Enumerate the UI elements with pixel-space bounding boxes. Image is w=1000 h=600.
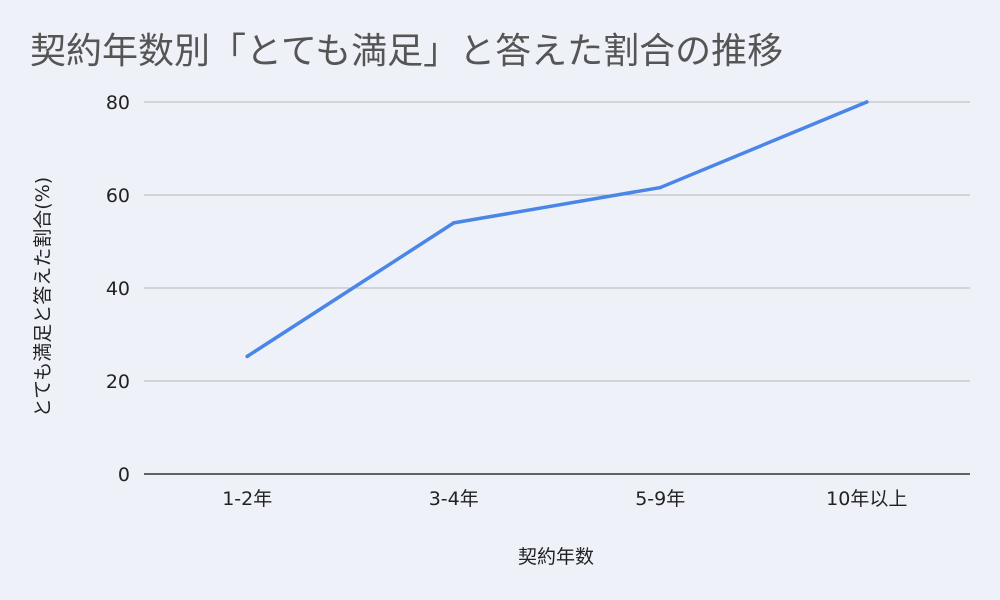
series-line xyxy=(245,100,869,359)
y-tick-label: 80 xyxy=(106,92,130,114)
data-point xyxy=(864,100,869,104)
y-tick-label: 20 xyxy=(106,371,130,393)
x-tick-label: 1-2年 xyxy=(222,488,272,510)
chart-title: 契約年数別「とても満足」と答えた割合の推移 xyxy=(30,31,784,72)
data-point xyxy=(245,354,250,359)
x-tick-label: 3-4年 xyxy=(429,488,479,510)
y-tick-label: 60 xyxy=(106,185,130,207)
x-tick-label: 10年以上 xyxy=(826,488,907,510)
y-tick-label: 0 xyxy=(118,464,130,486)
x-axis-title: 契約年数 xyxy=(518,546,594,568)
data-point xyxy=(451,221,456,225)
y-tick-label: 40 xyxy=(106,278,130,300)
y-axis-title: とても満足と答えた割合(%) xyxy=(32,177,54,417)
data-point xyxy=(658,185,663,190)
x-tick-label: 5-9年 xyxy=(635,488,685,510)
